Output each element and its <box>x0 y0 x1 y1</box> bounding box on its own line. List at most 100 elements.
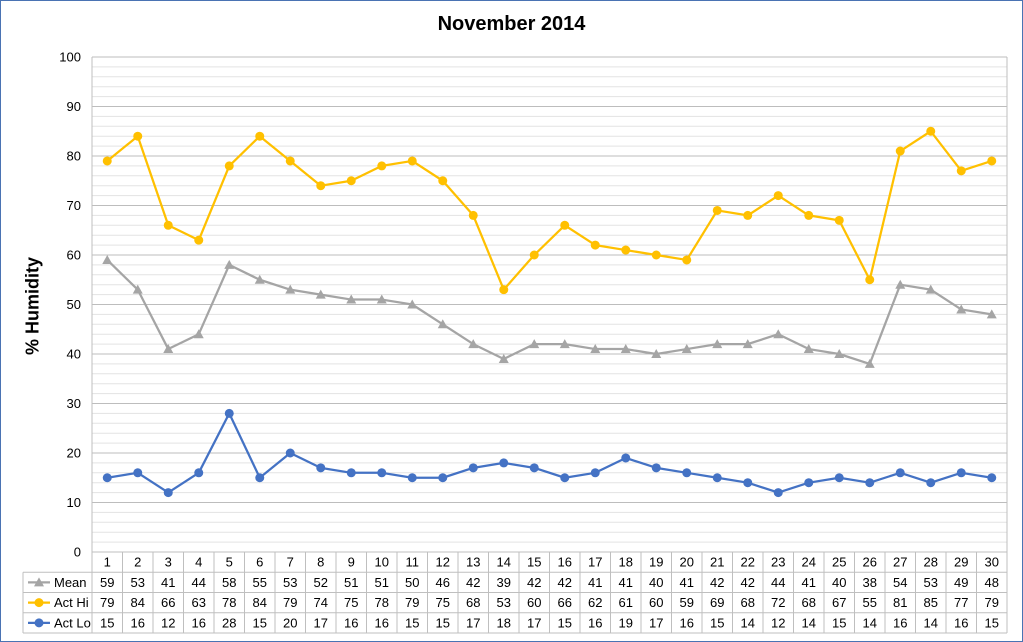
data-point <box>376 294 387 304</box>
data-table-cell: 84 <box>131 595 145 610</box>
data-point <box>651 463 661 473</box>
x-tick-label: 18 <box>619 555 633 570</box>
data-table-cell: 15 <box>558 615 572 630</box>
data-table-cell: 51 <box>344 575 358 590</box>
data-table-cell: 42 <box>558 575 572 590</box>
data-point <box>377 468 387 478</box>
series-line-act-lo <box>107 412 992 494</box>
data-table-cell: 75 <box>344 595 358 610</box>
data-point <box>895 468 905 478</box>
x-tick-label: 8 <box>317 555 324 570</box>
data-point <box>377 161 387 171</box>
data-point <box>498 353 509 363</box>
data-point <box>560 220 570 230</box>
data-point <box>102 156 112 166</box>
data-table-cell: 41 <box>619 575 633 590</box>
data-point <box>346 176 356 186</box>
x-tick-label: 30 <box>985 555 999 570</box>
data-table-cell: 41 <box>802 575 816 590</box>
data-point <box>499 458 509 468</box>
data-point <box>773 191 783 201</box>
data-table-cell: 15 <box>985 615 999 630</box>
y-tick-label: 20 <box>67 446 81 461</box>
chart-title: November 2014 <box>437 13 586 35</box>
x-tick-label: 27 <box>893 555 907 570</box>
data-table-cell: 15 <box>100 615 114 630</box>
data-point <box>468 210 478 220</box>
data-point <box>285 156 295 166</box>
data-table-cell: 40 <box>832 575 846 590</box>
data-table-cell: 62 <box>588 595 602 610</box>
data-table-cell: 53 <box>497 595 511 610</box>
data-point <box>651 349 662 358</box>
data-point <box>804 478 814 488</box>
x-tick-label: 14 <box>497 555 511 570</box>
data-table-cell: 69 <box>710 595 724 610</box>
data-point <box>163 344 174 354</box>
x-tick-label: 6 <box>256 555 263 570</box>
data-point <box>224 161 234 171</box>
data-table-cell: 79 <box>283 595 297 610</box>
data-table-cell: 14 <box>863 615 877 630</box>
data-point <box>926 478 936 488</box>
x-tick-label: 20 <box>680 555 694 570</box>
data-table-cell: 48 <box>985 575 999 590</box>
data-point <box>255 473 265 483</box>
data-point <box>254 274 265 284</box>
data-point <box>407 299 418 309</box>
x-tick-label: 13 <box>466 555 480 570</box>
data-point <box>621 245 631 255</box>
x-tick-label: 22 <box>741 555 755 570</box>
legend-key-marker <box>34 598 44 608</box>
data-point <box>193 329 204 339</box>
data-point <box>163 488 173 498</box>
data-table-cell: 16 <box>954 615 968 630</box>
data-table-cell: 16 <box>680 615 694 630</box>
data-point <box>316 181 326 191</box>
data-table-cell: 72 <box>771 595 785 610</box>
x-tick-label: 10 <box>375 555 389 570</box>
data-point <box>407 156 417 166</box>
data-point <box>315 289 326 299</box>
x-tick-label: 23 <box>771 555 785 570</box>
data-point <box>987 156 997 166</box>
data-table-cell: 41 <box>161 575 175 590</box>
data-point <box>895 279 906 289</box>
x-tick-label: 15 <box>527 555 541 570</box>
data-point <box>194 235 204 245</box>
y-tick-label: 10 <box>67 495 81 510</box>
x-tick-label: 7 <box>287 555 294 570</box>
x-tick-label: 17 <box>588 555 602 570</box>
data-point <box>560 473 570 483</box>
data-point <box>987 473 997 483</box>
data-point <box>132 284 143 294</box>
data-table-cell: 54 <box>893 575 907 590</box>
data-point <box>651 250 661 260</box>
data-point <box>681 344 692 354</box>
data-table-cell: 16 <box>344 615 358 630</box>
data-table-cell: 17 <box>314 615 328 630</box>
data-point <box>346 294 357 304</box>
data-table-cell: 55 <box>253 575 267 590</box>
data-point <box>529 339 540 349</box>
data-table-cell: 53 <box>924 575 938 590</box>
x-tick-label: 25 <box>832 555 846 570</box>
data-table-cell: 15 <box>710 615 724 630</box>
data-table-cell: 28 <box>222 615 236 630</box>
data-point <box>438 473 448 483</box>
data-point <box>437 319 448 329</box>
data-table-cell: 55 <box>863 595 877 610</box>
legend-key-marker <box>34 577 44 587</box>
data-point <box>865 275 875 285</box>
data-table-cell: 12 <box>161 615 175 630</box>
data-point <box>682 468 692 478</box>
data-point <box>255 131 265 141</box>
x-tick-label: 1 <box>104 555 111 570</box>
data-table-cell: 14 <box>741 615 755 630</box>
data-table-cell: 66 <box>558 595 572 610</box>
data-point <box>346 468 356 478</box>
data-table-cell: 14 <box>924 615 938 630</box>
x-tick-label: 24 <box>802 555 816 570</box>
